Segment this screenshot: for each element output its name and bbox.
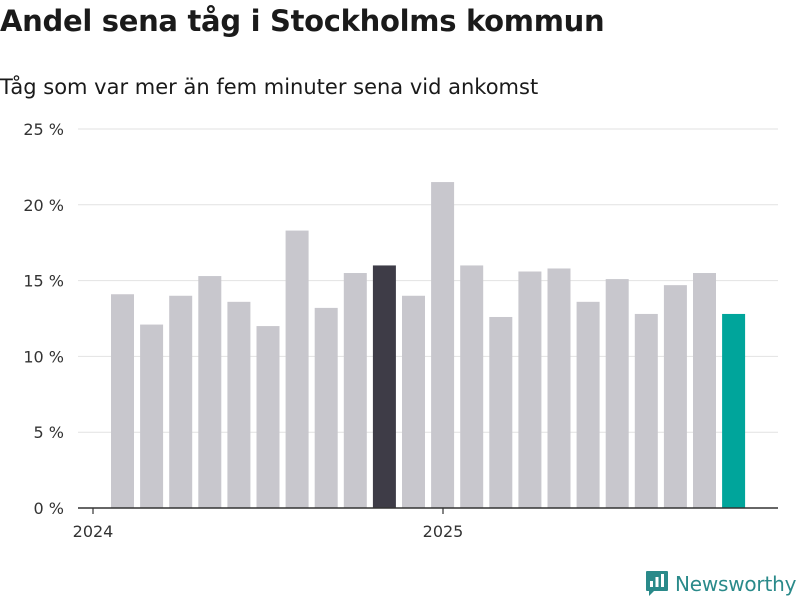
bar xyxy=(722,313,746,508)
bar xyxy=(547,268,571,508)
newsworthy-logo-icon xyxy=(646,571,668,596)
newsworthy-brand[interactable]: Newsworthy xyxy=(645,569,796,599)
bar xyxy=(227,301,251,508)
bar xyxy=(460,265,484,508)
x-tick-label: 2025 xyxy=(423,522,464,541)
bar xyxy=(489,316,513,508)
bar xyxy=(285,230,309,508)
bar xyxy=(343,273,367,508)
bar xyxy=(111,294,134,508)
bar xyxy=(402,295,425,508)
bar xyxy=(314,307,338,508)
bar xyxy=(169,295,193,508)
y-tick-label: 20 % xyxy=(23,196,64,215)
bar xyxy=(693,273,716,508)
bar xyxy=(518,271,542,508)
bar xyxy=(198,276,222,508)
bar xyxy=(663,285,687,508)
gridlines xyxy=(78,128,778,433)
bar xyxy=(605,279,629,508)
bar xyxy=(576,301,600,508)
y-tick-label: 25 % xyxy=(23,120,64,139)
chart-subtitle: Tåg som var mer än fem minuter sena vid … xyxy=(0,75,539,99)
bar xyxy=(431,182,455,508)
y-tick-label: 15 % xyxy=(23,272,64,291)
y-tick-label: 10 % xyxy=(23,347,64,366)
chart-title: Andel sena tåg i Stockholms kommun xyxy=(0,4,605,38)
y-tick-label: 0 % xyxy=(34,499,64,518)
bars xyxy=(111,182,746,508)
axes: 0 % 5 % 10 % 15 % 20 % 25 % 2024 2025 xyxy=(23,120,778,541)
x-tick-label: 2024 xyxy=(73,522,114,541)
bar xyxy=(140,324,164,508)
bar xyxy=(372,265,396,508)
bar xyxy=(256,326,280,508)
y-tick-label: 5 % xyxy=(34,423,64,442)
brand-name: Newsworthy xyxy=(675,572,797,596)
bar xyxy=(634,313,658,508)
